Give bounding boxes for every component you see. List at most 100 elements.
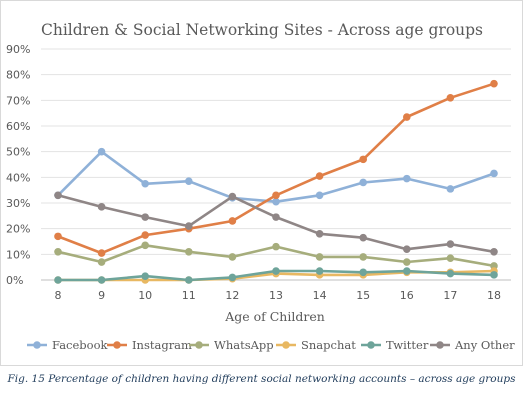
data-point-instagram (54, 232, 62, 241)
y-tick-label: 90% (6, 43, 30, 56)
data-point-twitter (490, 271, 498, 279)
y-tick-label: 10% (6, 248, 30, 261)
legend-item-instagram: Instagram (107, 338, 192, 352)
gridlines (41, 48, 511, 255)
x-tick-label: 11 (182, 289, 196, 302)
legend-item-twitter: Twitter (361, 338, 429, 352)
data-point-instagram (315, 172, 324, 180)
data-point-instagram (97, 249, 106, 257)
data-point-any-other (97, 203, 106, 211)
legend-marker (436, 341, 444, 349)
data-point-whatsapp (185, 247, 193, 256)
x-tick-label: 16 (400, 289, 414, 302)
data-point-any-other (141, 213, 149, 221)
data-point-any-other (272, 213, 280, 221)
legend-marker (195, 341, 203, 349)
legend-label: Instagram (132, 338, 192, 352)
data-point-whatsapp (54, 247, 62, 256)
x-axis-tick-labels: 8 9 10 11 12 13 14 15 16 17 18 (55, 289, 502, 302)
data-point-twitter (185, 276, 193, 284)
legend-marker (33, 341, 41, 349)
data-point-instagram (228, 217, 237, 225)
legend-marker (367, 341, 375, 349)
data-point-twitter (403, 267, 411, 275)
data-point-whatsapp (141, 241, 149, 250)
x-tick-label: 13 (269, 289, 283, 302)
y-tick-label: 50% (6, 146, 30, 159)
data-point-facebook (403, 174, 411, 183)
data-point-instagram (446, 93, 455, 102)
legend-marker (113, 341, 121, 349)
legend-marker (282, 341, 290, 349)
data-point-whatsapp (228, 253, 237, 261)
legend-label: Snapchat (301, 338, 356, 352)
data-point-facebook (315, 191, 324, 200)
data-point-twitter (228, 273, 237, 282)
data-point-any-other (185, 222, 193, 230)
data-point-twitter (446, 269, 455, 278)
series-twitter (54, 267, 498, 284)
data-point-whatsapp (315, 253, 324, 261)
data-point-twitter (97, 276, 106, 284)
legend-label: Any Other (454, 338, 515, 352)
data-point-twitter (272, 267, 280, 275)
x-tick-label: 15 (356, 289, 370, 302)
data-point-whatsapp (403, 258, 411, 266)
data-point-twitter (54, 276, 62, 284)
data-point-instagram (272, 191, 280, 200)
data-point-facebook (272, 197, 280, 206)
x-tick-label: 18 (487, 289, 501, 302)
data-point-any-other (446, 240, 455, 248)
y-tick-label: 60% (6, 120, 30, 133)
data-point-any-other (54, 191, 62, 200)
data-point-instagram (403, 113, 411, 121)
y-tick-label: 30% (6, 197, 30, 210)
data-point-whatsapp (446, 254, 455, 262)
x-tick-label: 8 (55, 289, 62, 302)
legend-item-snapchat: Snapchat (276, 338, 356, 352)
data-point-facebook (490, 169, 498, 178)
data-point-any-other (228, 192, 237, 201)
legend-item-facebook: Facebook (27, 338, 109, 352)
y-tick-label: 80% (6, 69, 30, 82)
data-point-facebook (359, 178, 368, 187)
data-point-whatsapp (359, 253, 368, 261)
y-tick-label: 0% (6, 274, 23, 287)
data-point-facebook (185, 177, 193, 185)
legend-label: Twitter (386, 338, 429, 352)
data-point-twitter (315, 267, 324, 275)
x-axis-title: Age of Children (224, 309, 325, 324)
data-point-instagram (141, 231, 149, 239)
legend-item-whatsapp: WhatsApp (189, 338, 274, 352)
data-point-instagram (359, 155, 368, 164)
data-point-any-other (403, 245, 411, 253)
line-chart: Children & Social Networking Sites - Acr… (6, 21, 515, 352)
legend: Facebook Instagram WhatsApp Snapchat Twitter… (27, 338, 515, 352)
data-point-facebook (97, 147, 106, 156)
series-instagram (54, 79, 498, 257)
y-tick-label: 40% (6, 171, 30, 184)
data-point-whatsapp (272, 242, 280, 251)
data-point-any-other (490, 247, 498, 256)
x-tick-label: 10 (138, 289, 152, 302)
data-point-twitter (141, 272, 149, 280)
legend-item-any-other: Any Other (430, 338, 515, 352)
chart-frame: Children & Social Networking Sites - Acr… (0, 0, 523, 366)
data-point-any-other (315, 230, 324, 238)
x-tick-label: 14 (313, 289, 327, 302)
y-axis-tick-labels: 0% 10% 20% 30% 40% 50% 60% 70% 80% 90% (6, 43, 30, 287)
chart-title: Children & Social Networking Sites - Acr… (41, 21, 483, 39)
x-tick-label: 12 (225, 289, 239, 302)
data-point-instagram (490, 79, 498, 88)
y-tick-label: 70% (6, 94, 30, 107)
x-tick-label: 17 (443, 289, 457, 302)
x-tick-label: 9 (98, 289, 105, 302)
series-any-other (54, 191, 498, 256)
data-point-twitter (359, 268, 368, 277)
data-point-any-other (359, 233, 368, 242)
data-point-facebook (446, 185, 455, 193)
legend-label: Facebook (52, 338, 109, 352)
series-lines (54, 79, 498, 284)
data-point-whatsapp (97, 258, 106, 266)
series-whatsapp (54, 241, 498, 270)
